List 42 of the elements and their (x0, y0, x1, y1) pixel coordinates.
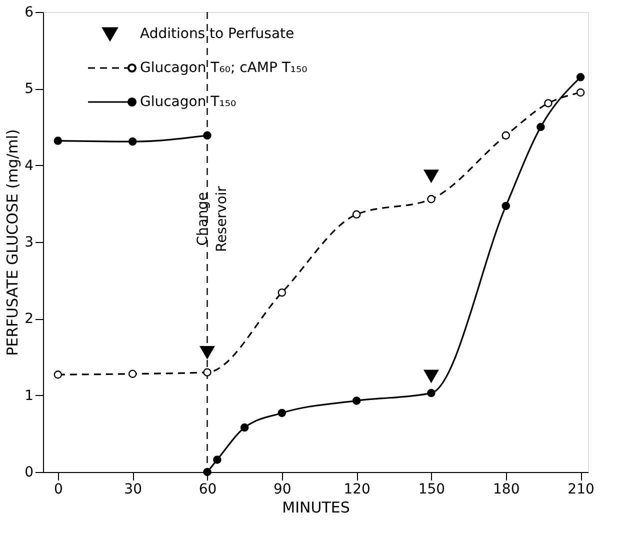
point (278, 408, 286, 418)
y-tick-label: 1 (24, 388, 34, 404)
ref-line-label: Change Reservoir (195, 186, 230, 252)
point (424, 370, 439, 383)
legend-label: Additions to Perfusate (140, 26, 294, 42)
x-tick-label: 210 (568, 482, 594, 498)
point (203, 468, 212, 476)
legend-label: Glucagon T₁₅₀ (140, 94, 236, 110)
point (502, 131, 510, 140)
x-tick-label: 60 (198, 482, 217, 498)
x-tick-label: 120 (344, 482, 370, 498)
x-axis-title: MINUTES (282, 498, 350, 516)
point (240, 423, 249, 432)
point (128, 370, 137, 378)
y-tick-label: 5 (24, 81, 34, 98)
point (576, 88, 585, 97)
point (502, 202, 510, 210)
y-tick-label: 0 (24, 464, 34, 480)
point (576, 73, 585, 82)
point (427, 194, 436, 204)
point (54, 370, 62, 379)
point (424, 170, 439, 182)
point (213, 456, 222, 464)
y-tick-label: 6 (24, 4, 34, 20)
x-tick-label: 90 (273, 482, 292, 498)
x-tick-label: 30 (124, 482, 142, 498)
y-tick-label: 4 (24, 158, 34, 174)
y-tick-label: 2 (24, 311, 34, 328)
x-tick-label: 150 (418, 482, 446, 498)
point (427, 388, 436, 398)
point (352, 210, 361, 219)
y-tick-label: 3 (24, 234, 34, 250)
legend-label: Glucagon T₆₀; cAMP T₁₅₀ (140, 60, 308, 76)
point (200, 346, 215, 359)
point (203, 368, 212, 376)
point (536, 122, 545, 132)
x-tick-label: 0 (54, 482, 63, 498)
point (278, 288, 286, 297)
point (544, 99, 552, 108)
x-tick-label: 180 (493, 482, 520, 498)
point (352, 396, 361, 405)
y-axis-title: PERFUSATE GLUCOSE (mg/ml) (4, 129, 22, 356)
